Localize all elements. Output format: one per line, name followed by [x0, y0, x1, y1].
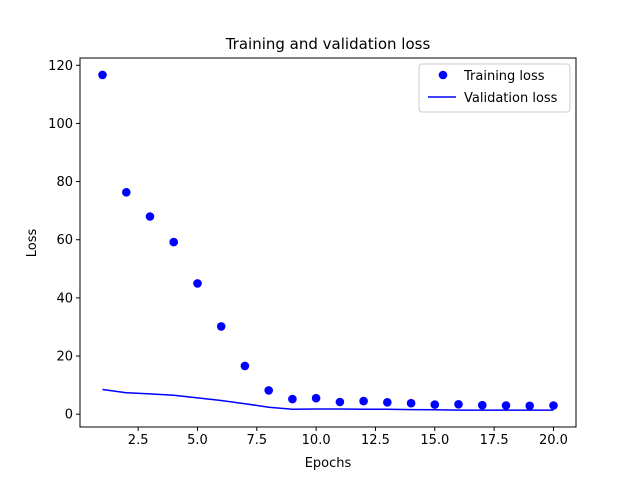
training-loss-point	[216, 322, 226, 331]
y-axis-label: Loss	[25, 229, 40, 258]
x-axis-label: Epochs	[305, 456, 352, 471]
training-loss-point	[525, 401, 534, 411]
training-loss-point	[98, 70, 107, 80]
training-loss-point	[264, 386, 274, 395]
training-loss-point	[193, 279, 202, 288]
x-tick-label: 17.5	[480, 433, 509, 448]
y-tick-label: 60	[56, 233, 73, 248]
x-tick-label: 12.5	[361, 433, 390, 448]
y-axis-ticks: 0 20 40 60 80 100 120	[48, 59, 80, 423]
y-tick-label: 80	[56, 175, 73, 190]
legend: Training loss Validation loss	[418, 63, 571, 113]
training-loss-point	[335, 397, 345, 407]
training-loss-point	[406, 398, 416, 408]
legend-box	[418, 63, 571, 113]
training-loss-point	[478, 400, 487, 410]
training-loss-point	[359, 396, 368, 406]
legend-validation-label: Validation loss	[464, 91, 558, 106]
x-tick-label: 5.0	[187, 433, 208, 448]
training-loss-point	[169, 237, 178, 247]
chart-title: Training and validation loss	[225, 35, 431, 53]
legend-training-label: Training loss	[463, 69, 545, 84]
y-tick-label: 120	[48, 59, 73, 74]
y-tick-label: 40	[56, 291, 73, 306]
training-loss-point	[145, 212, 155, 221]
training-loss-point	[311, 393, 321, 403]
legend-training-marker	[438, 70, 448, 80]
x-tick-label: 15.0	[420, 433, 449, 448]
y-tick-label: 100	[48, 117, 73, 132]
x-tick-label: 20.0	[539, 433, 568, 448]
training-loss-point	[549, 401, 558, 410]
training-loss-point	[501, 401, 511, 410]
x-tick-label: 10.0	[302, 433, 331, 448]
x-tick-label: 7.5	[246, 433, 267, 448]
plot-frame	[79, 57, 577, 428]
y-tick-label: 0	[65, 408, 73, 423]
training-loss-point	[122, 188, 131, 197]
x-tick-label: 2.5	[128, 433, 149, 448]
training-loss-point	[288, 394, 297, 404]
validation-loss-line	[102, 388, 554, 411]
y-tick-label: 20	[56, 350, 73, 365]
training-loss-point	[383, 398, 392, 407]
plot-series	[98, 70, 558, 411]
training-loss-point	[454, 400, 463, 409]
training-loss-point	[430, 400, 440, 409]
x-axis-ticks: 2.5 5.0 7.5 10.0 12.5 15.0 17.5 20.0	[128, 427, 568, 448]
training-loss-point	[240, 361, 250, 371]
